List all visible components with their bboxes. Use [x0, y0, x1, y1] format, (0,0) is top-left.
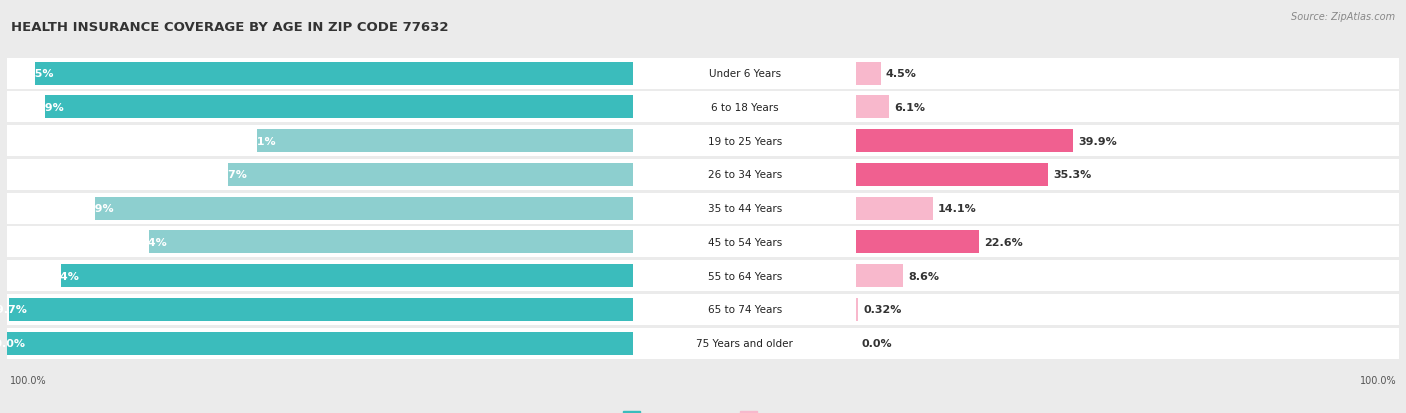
Text: 91.4%: 91.4%	[41, 271, 80, 281]
Bar	[633, 92, 856, 123]
Text: 93.9%: 93.9%	[25, 102, 65, 113]
Bar	[633, 193, 856, 224]
Bar	[633, 328, 856, 359]
Text: 45 to 54 Years: 45 to 54 Years	[707, 237, 782, 247]
Bar	[856, 197, 932, 220]
Text: 8.6%: 8.6%	[908, 271, 939, 281]
Bar	[633, 58, 856, 89]
Text: 4.5%: 4.5%	[886, 69, 917, 79]
Bar	[856, 231, 979, 254]
Text: 6 to 18 Years: 6 to 18 Years	[711, 102, 779, 113]
Text: 26 to 34 Years: 26 to 34 Years	[707, 170, 782, 180]
Text: 60.1%: 60.1%	[238, 136, 276, 146]
Bar	[228, 164, 633, 186]
Text: 35 to 44 Years: 35 to 44 Years	[707, 204, 782, 214]
Bar	[856, 126, 1399, 157]
Bar	[7, 328, 633, 359]
Text: HEALTH INSURANCE COVERAGE BY AGE IN ZIP CODE 77632: HEALTH INSURANCE COVERAGE BY AGE IN ZIP …	[11, 21, 449, 33]
Legend: With Coverage, Without Coverage: With Coverage, Without Coverage	[619, 407, 870, 413]
Bar	[96, 197, 633, 220]
Bar	[856, 264, 903, 287]
Bar	[633, 126, 856, 157]
Bar	[7, 126, 633, 157]
Bar	[633, 294, 856, 325]
Bar	[7, 58, 633, 89]
Text: 95.5%: 95.5%	[15, 69, 53, 79]
Bar	[856, 193, 1399, 224]
Bar	[7, 294, 633, 325]
Bar	[856, 164, 1047, 186]
Text: 100.0%: 100.0%	[1360, 375, 1396, 385]
Text: 100.0%: 100.0%	[0, 338, 25, 348]
Bar	[35, 62, 633, 85]
Bar	[45, 96, 633, 119]
Text: 19 to 25 Years: 19 to 25 Years	[707, 136, 782, 146]
Bar	[8, 298, 633, 321]
Text: 64.7%: 64.7%	[208, 170, 247, 180]
Text: Source: ZipAtlas.com: Source: ZipAtlas.com	[1291, 12, 1395, 22]
Bar	[856, 130, 1073, 153]
Text: 55 to 64 Years: 55 to 64 Years	[707, 271, 782, 281]
Bar	[257, 130, 633, 153]
Bar	[633, 261, 856, 292]
Bar	[633, 227, 856, 258]
Bar	[856, 227, 1399, 258]
Bar	[856, 294, 1399, 325]
Bar	[856, 328, 1399, 359]
Bar	[7, 332, 633, 355]
Bar	[856, 159, 1399, 190]
Text: Under 6 Years: Under 6 Years	[709, 69, 780, 79]
Text: 99.7%: 99.7%	[0, 304, 28, 315]
Text: 35.3%: 35.3%	[1053, 170, 1091, 180]
Bar	[856, 261, 1399, 292]
Text: 65 to 74 Years: 65 to 74 Years	[707, 304, 782, 315]
Bar	[7, 261, 633, 292]
Bar	[60, 264, 633, 287]
Text: 77.4%: 77.4%	[128, 237, 167, 247]
Text: 39.9%: 39.9%	[1078, 136, 1116, 146]
Text: 22.6%: 22.6%	[984, 237, 1024, 247]
Bar	[856, 298, 858, 321]
Text: 100.0%: 100.0%	[10, 375, 46, 385]
Text: 85.9%: 85.9%	[76, 204, 114, 214]
Bar	[633, 159, 856, 190]
Bar	[7, 227, 633, 258]
Bar	[856, 96, 889, 119]
Bar	[856, 92, 1399, 123]
Text: 0.32%: 0.32%	[863, 304, 901, 315]
Bar	[856, 58, 1399, 89]
Bar	[7, 193, 633, 224]
Bar	[856, 62, 880, 85]
Text: 0.0%: 0.0%	[862, 338, 893, 348]
Text: 75 Years and older: 75 Years and older	[696, 338, 793, 348]
Text: 6.1%: 6.1%	[894, 102, 925, 113]
Bar	[149, 231, 633, 254]
Bar	[7, 92, 633, 123]
Text: 14.1%: 14.1%	[938, 204, 977, 214]
Bar	[7, 159, 633, 190]
